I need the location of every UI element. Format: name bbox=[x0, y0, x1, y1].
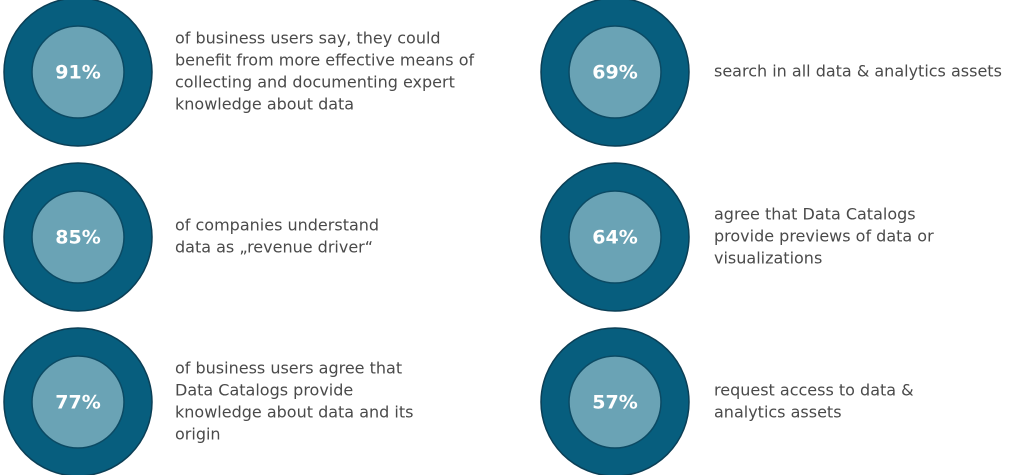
description-line: agree that Data Catalogs bbox=[714, 205, 916, 224]
description-line: collecting and documenting expert bbox=[175, 73, 455, 92]
stat-value: 77% bbox=[55, 392, 100, 414]
inner-circle bbox=[31, 190, 125, 284]
stat-value: 57% bbox=[592, 392, 637, 414]
stat-value: 64% bbox=[592, 227, 637, 249]
description-line: analytics assets bbox=[714, 403, 842, 422]
description-line: visualizations bbox=[714, 249, 822, 268]
description-line: of business users say, they could bbox=[175, 29, 441, 48]
description-line: request access to data & bbox=[714, 381, 914, 400]
description-line: of companies understand bbox=[175, 216, 379, 235]
description-line: provide previews of data or bbox=[714, 227, 934, 246]
stat-value: 69% bbox=[592, 62, 637, 84]
inner-circle bbox=[31, 355, 125, 449]
description-line: origin bbox=[175, 425, 221, 444]
description-line: data as „revenue driver“ bbox=[175, 238, 373, 257]
description-line: benefit from more effective means of bbox=[175, 51, 474, 70]
description-line: knowledge about data and its bbox=[175, 403, 413, 422]
description-line: search in all data & analytics assets bbox=[714, 62, 1002, 81]
stat-value: 91% bbox=[55, 62, 100, 84]
inner-circle bbox=[568, 355, 662, 449]
description-line: of business users agree that bbox=[175, 359, 402, 378]
inner-circle bbox=[31, 25, 125, 119]
stat-value: 85% bbox=[55, 227, 100, 249]
inner-circle bbox=[568, 190, 662, 284]
description-line: knowledge about data bbox=[175, 95, 354, 114]
description-line: Data Catalogs provide bbox=[175, 381, 353, 400]
inner-circle bbox=[568, 25, 662, 119]
